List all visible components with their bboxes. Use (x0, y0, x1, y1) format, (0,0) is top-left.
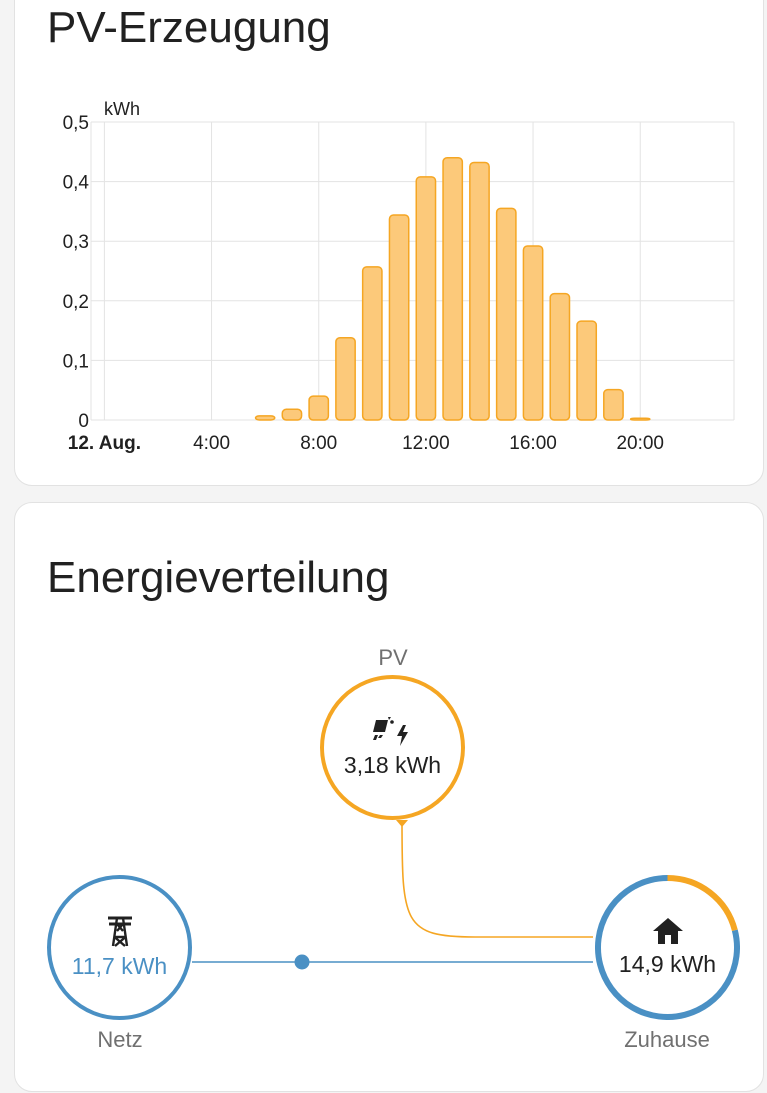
pv-bar (495, 207, 517, 421)
pv-generation-card: PV-Erzeugung 0 0,1 0,2 0,3 0,4 0,5 kWh 12. Aug.… (14, 0, 764, 486)
pv-bar (308, 395, 330, 421)
pv-node[interactable]: 3,18 kWh (320, 675, 465, 820)
home-node-value: 14,9 kWh (618, 951, 717, 977)
pv-card-title: PV-Erzeugung (47, 3, 331, 52)
solar-power-icon (372, 716, 413, 746)
x-tick-label: 4:00 (193, 433, 230, 454)
home-node[interactable]: 14,9 kWh (595, 875, 740, 1020)
y-tick-label: 0,5 (63, 113, 89, 134)
home-icon (652, 917, 684, 945)
energy-card-title: Energieverteilung (47, 553, 390, 602)
home-ring-pv-segment (595, 875, 740, 1020)
pv-bar (388, 214, 410, 421)
pv-bar (576, 320, 598, 421)
pv-bar (522, 245, 544, 421)
pv-bar (415, 176, 437, 421)
y-tick-label: 0,1 (63, 351, 89, 372)
pv-bar (361, 266, 383, 421)
pv-bar (254, 415, 276, 421)
pv-bar (442, 157, 464, 421)
pv-bar (335, 337, 356, 421)
pv-node-label: PV (378, 645, 408, 670)
x-tick-label: 20:00 (616, 433, 664, 454)
transmission-tower-icon (105, 915, 135, 947)
grid-node[interactable]: 11,7 kWh (47, 875, 192, 1020)
pv-bar (629, 417, 651, 421)
pv-bar (281, 408, 303, 421)
y-tick-label: 0,4 (63, 173, 90, 194)
pv-bar (469, 161, 490, 421)
pv-node-value: 3,18 kWh (343, 752, 442, 778)
pv-bar-chart[interactable]: 0 0,1 0,2 0,3 0,4 0,5 kWh 12. Aug. 4:00 8:00 12:00… (15, 0, 765, 487)
pv-bar (549, 292, 571, 421)
x-tick-label: 16:00 (509, 433, 557, 454)
x-start-label: 12. Aug. (68, 433, 141, 454)
y-tick-label: 0,3 (63, 232, 89, 253)
grid-flow-dot (294, 954, 310, 970)
home-ring (595, 875, 740, 1020)
grid-node-value: 11,7 kWh (71, 953, 168, 979)
y-tick-label: 0 (78, 411, 89, 432)
x-tick-label: 8:00 (300, 433, 337, 454)
energy-flow-lines (192, 819, 593, 970)
pv-bar (603, 388, 624, 421)
y-tick-label: 0,2 (63, 292, 89, 313)
energy-distribution-card: Energieverteilung PV 3,18 kWh 11 (14, 502, 764, 1092)
x-tick-label: 12:00 (402, 433, 450, 454)
home-node-label: Zuhause (624, 1027, 710, 1052)
pv-to-home-flow-line (401, 819, 593, 938)
grid-node-label: Netz (97, 1027, 143, 1052)
y-unit-label: kWh (104, 99, 140, 119)
pv-flow-arrow (396, 820, 408, 827)
